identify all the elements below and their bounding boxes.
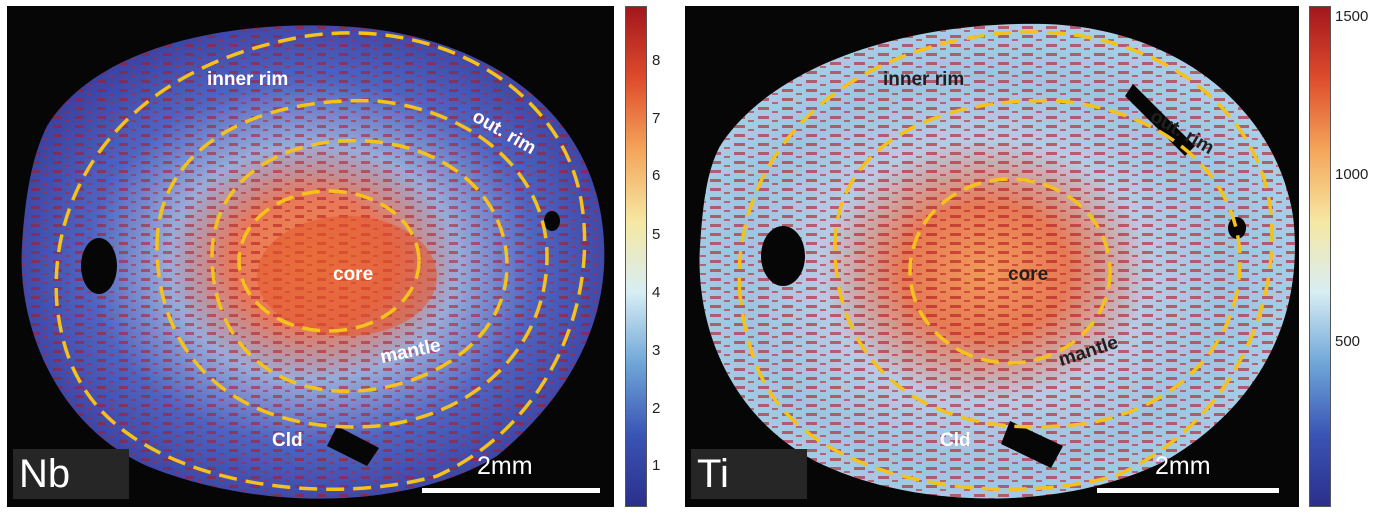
- nb-colorbar-tick: 4: [652, 284, 661, 301]
- zone-boundaries: [54, 31, 587, 491]
- nb-label-cld: Cld: [272, 430, 303, 451]
- ti-scale-bar: [1097, 488, 1279, 493]
- nb-colorbar: [625, 6, 647, 507]
- ti-colorbar-tick: 500: [1335, 333, 1361, 350]
- nb-scale-bar: [422, 488, 600, 493]
- ti-concentration-map: [699, 23, 1295, 499]
- ti-map-panel: inner rim out. rim core mantle Cld Ti 2m…: [685, 6, 1299, 507]
- zone-boundaries: [737, 30, 1274, 491]
- ti-element-label: Ti: [691, 449, 807, 499]
- nb-colorbar-tick: 2: [652, 400, 661, 417]
- nb-label-inner-rim: inner rim: [207, 69, 289, 90]
- ti-label-core: core: [1008, 264, 1049, 285]
- nb-colorbar-tick: 1: [652, 457, 661, 474]
- nb-colorbar-tick: 7: [652, 110, 661, 127]
- nb-colorbar-tick: 8: [652, 52, 661, 69]
- nb-map-panel: inner rim out. rim core mantle Cld Nb 2m…: [7, 6, 614, 507]
- nb-colorbar-tick: 5: [652, 226, 661, 243]
- nb-element-label: Nb: [13, 449, 129, 499]
- ti-colorbar-tick: 1500: [1335, 8, 1369, 25]
- ti-colorbar-tick: 1000: [1335, 166, 1369, 183]
- ti-scale-label: 2mm: [1155, 452, 1211, 480]
- ti-label-cld: Cld: [940, 430, 971, 451]
- ti-colorbar: [1309, 6, 1331, 507]
- nb-label-core: core: [333, 264, 374, 285]
- nb-colorbar-tick: 6: [652, 167, 661, 184]
- nb-scale-label: 2mm: [477, 452, 533, 480]
- nb-colorbar-tick: 3: [652, 342, 661, 359]
- nb-concentration-map: [21, 25, 605, 499]
- ti-label-inner-rim: inner rim: [883, 69, 965, 90]
